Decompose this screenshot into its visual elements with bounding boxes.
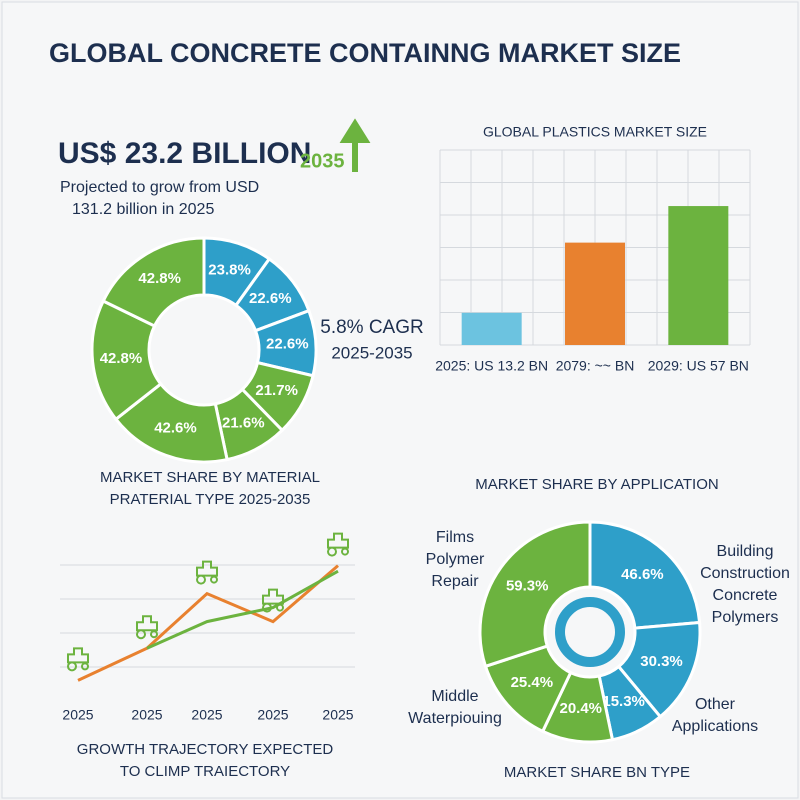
chart-title: TO CLIMP TRAIECTORY <box>120 763 290 780</box>
x-tick-label: 2079: ~~ BN <box>556 358 635 374</box>
callout: Other <box>695 696 736 713</box>
bar <box>565 242 625 345</box>
x-tick-label: 2025: US 13.2 BN <box>435 358 548 374</box>
value-label: 25.4% <box>511 674 554 691</box>
inner-ring <box>555 597 625 667</box>
x-tick-label: 2025 <box>322 707 353 723</box>
slice <box>588 520 702 630</box>
x-tick-label: 2025 <box>191 707 222 723</box>
value-label: 15.3% <box>602 693 645 710</box>
chart-title: PRATERIAL TYPE 2025-2035 <box>110 491 311 508</box>
value-label: 59.3% <box>506 578 549 595</box>
callout: Middle <box>431 688 478 705</box>
bar <box>668 206 729 345</box>
tractor-icon <box>196 560 219 585</box>
series-line <box>146 569 339 650</box>
slice <box>90 299 163 422</box>
value-label: 42.6% <box>154 419 197 436</box>
value-label: 42.8% <box>100 350 143 367</box>
callout: Films <box>436 529 474 546</box>
chart-title: MARKET SHARE BY APPLICATION <box>475 476 718 493</box>
value-label: 20.4% <box>559 700 602 717</box>
value-label: 21.7% <box>255 382 298 399</box>
headline: US$ 23.2 BILLION <box>58 137 311 170</box>
cagr-period: 2025-2035 <box>331 343 412 362</box>
callout: Repair <box>431 573 479 590</box>
callout: Construction <box>700 565 790 582</box>
x-tick-label: 2025 <box>62 707 93 723</box>
series-line <box>77 564 339 682</box>
x-tick-label: 2025 <box>131 707 162 723</box>
slice <box>478 520 592 669</box>
subtext: Projected to grow from USD <box>60 179 259 196</box>
callout: Waterpiouing <box>408 710 502 727</box>
tractor-icon <box>136 615 159 640</box>
callout: Applications <box>672 718 758 735</box>
value-label: 22.6% <box>249 290 292 307</box>
up-arrow <box>339 118 371 172</box>
callout: Concrete <box>713 587 778 604</box>
bar <box>461 312 522 345</box>
tractor-icon <box>67 647 90 672</box>
headline-badge: 2035 <box>300 150 345 172</box>
page-title: GLOBAL CONCRETE CONTAINNG MARKET SIZE <box>49 38 681 68</box>
value-label: 30.3% <box>640 653 683 670</box>
value-label: 42.8% <box>138 270 181 287</box>
x-tick-label: 2025 <box>257 707 288 723</box>
chart-title: MARKET SHARE BY MATERIAL <box>100 469 320 486</box>
slice <box>113 381 229 464</box>
x-tick-label: 2029: US 57 BN <box>648 358 749 374</box>
cagr: 5.8% CAGR <box>320 317 423 338</box>
tractor-icon <box>327 532 350 557</box>
slice <box>101 236 206 328</box>
callout: Polymer <box>426 551 485 568</box>
value-label: 22.6% <box>266 336 309 353</box>
value-label: 46.6% <box>621 566 664 583</box>
chart-title: GLOBAL PLASTICS MARKET SIZE <box>483 124 707 140</box>
slice <box>616 620 702 719</box>
callout: Building <box>717 543 774 560</box>
chart-title: GROWTH TRAJECTORY EXPECTED <box>77 741 334 758</box>
subtext: 131.2 billion in 2025 <box>72 201 214 218</box>
chart-title: MARKET SHARE BN TYPE <box>504 764 690 781</box>
value-label: 21.6% <box>222 415 265 432</box>
tractor-icon <box>262 588 285 613</box>
value-label: 23.8% <box>208 261 251 278</box>
callout: Polymers <box>712 609 779 626</box>
